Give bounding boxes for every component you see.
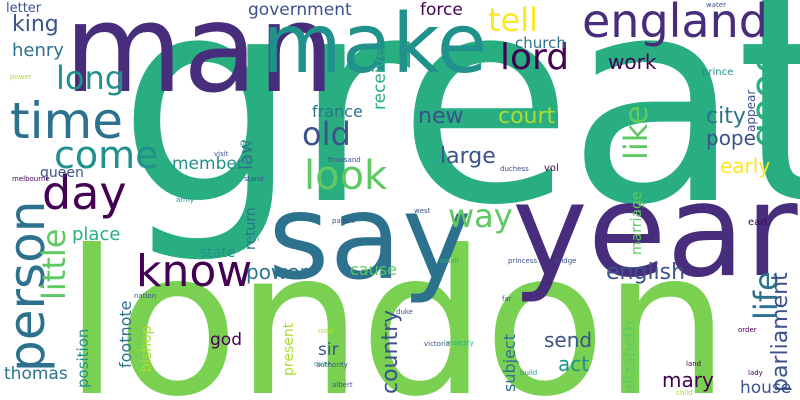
word-duke: duke (396, 308, 413, 316)
word-send: send (544, 328, 593, 352)
word-london: london (64, 208, 730, 400)
word-city: city (706, 104, 746, 129)
word-mary: mary (662, 368, 714, 392)
word-make: make (262, 0, 488, 92)
word-present: present (281, 322, 297, 376)
word-look: look (304, 153, 388, 199)
word-bridge: bridge (554, 257, 577, 265)
word-subject: subject (500, 334, 519, 392)
word-royal: power (10, 73, 32, 81)
word-victoria: victoria (424, 340, 451, 348)
word-lady: lady (748, 369, 763, 377)
word-town: town (242, 235, 260, 243)
word-pope: pope (706, 126, 756, 150)
word-church: church (515, 34, 566, 52)
word-thousand: thousand (328, 156, 361, 164)
word-house: house (740, 378, 792, 398)
word-road: road (318, 327, 334, 335)
word-army: army (176, 196, 195, 204)
word-france: france (312, 102, 363, 121)
word-princess: princess (508, 257, 538, 265)
word-melbourne: melbourne (12, 175, 50, 183)
word-albert: albert (332, 381, 353, 389)
word-henry: henry (12, 40, 64, 61)
word-far: far (502, 295, 512, 303)
word-place: place (72, 224, 121, 245)
word-tell: tell (488, 1, 539, 39)
word-west: west (414, 207, 431, 215)
word-cause: cause (350, 260, 397, 279)
word-bishop: bishop (139, 325, 155, 372)
word-vol: vol (544, 163, 559, 174)
word-visit: visit (214, 150, 229, 158)
word-small: small (440, 257, 459, 265)
word-king: king (12, 12, 59, 37)
word-like: like (617, 105, 655, 160)
word-government: government (248, 0, 352, 20)
word-say: say (268, 168, 472, 306)
word-sir: sir (318, 340, 339, 360)
word-order: order (738, 326, 757, 334)
word-long: long (56, 59, 126, 97)
word-parliament: parliament (768, 272, 793, 392)
word-return: return (243, 207, 259, 250)
word-elizabeth: elizabeth (620, 320, 639, 394)
word-time: time (10, 92, 123, 150)
word-year: year (512, 157, 798, 306)
word-river: river (314, 360, 331, 368)
word-way: way (448, 197, 513, 235)
word-letter: letter (6, 1, 42, 16)
word-come: come (54, 133, 159, 177)
word-prince: prince (702, 67, 734, 78)
word-lord: lord (500, 37, 570, 78)
word-receive: receive (370, 47, 390, 110)
word-authority: authority (316, 361, 348, 369)
word-footnote: footnote (116, 300, 135, 368)
word-marriage: marriage (629, 191, 645, 255)
word-england: england (582, 0, 768, 48)
word-stand: stand (244, 175, 264, 183)
word-thomas: thomas (4, 364, 68, 384)
word-nation: nation (134, 292, 157, 300)
word-queen: queen (40, 165, 84, 181)
word-old: old (302, 115, 351, 153)
word-country: country (378, 309, 403, 394)
word-work: work (608, 50, 657, 74)
word-new: new (418, 104, 464, 129)
word-act: act (558, 352, 590, 376)
word-build: build (520, 369, 538, 377)
word-god: god (210, 330, 242, 350)
word-majesty: majesty (446, 339, 474, 347)
word-day: day (42, 166, 127, 220)
word-appear: appear (744, 89, 758, 132)
word-man: man (64, 0, 335, 120)
word-court: court (498, 104, 556, 129)
word-early: early (720, 154, 771, 178)
word-little: little (35, 228, 73, 300)
word-power: power (246, 260, 308, 284)
word-large: large (440, 144, 496, 169)
word-member: member (172, 154, 244, 174)
word-land: land (686, 360, 702, 368)
word-palace: palace (332, 217, 356, 225)
word-earl: earl (748, 217, 768, 228)
word-state: state (200, 245, 236, 261)
word-duchess: duchess (500, 165, 529, 173)
word-great: great (118, 0, 800, 268)
word-water: water (706, 1, 726, 9)
word-position: position (74, 328, 92, 388)
word-know: know (136, 246, 253, 297)
word-child: child (676, 389, 693, 397)
word-pass: pass (240, 139, 257, 147)
word-english: english (606, 260, 686, 285)
word-force: force (420, 0, 463, 20)
